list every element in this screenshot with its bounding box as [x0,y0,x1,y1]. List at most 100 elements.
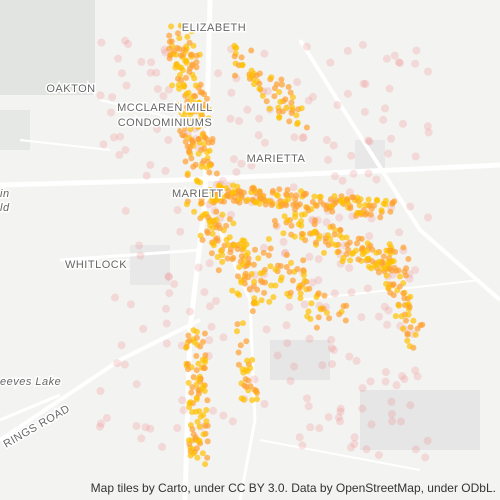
location-dot [376,258,383,265]
location-dot [384,149,393,158]
location-dot [168,23,175,30]
location-dot [302,42,311,51]
location-dot [164,136,173,144]
location-dot [390,281,397,288]
location-dot [292,196,299,203]
location-dot [260,400,269,408]
location-dot [174,44,181,51]
location-dot [272,266,279,273]
location-dot [400,375,409,384]
location-dot [337,227,344,234]
location-dot [380,253,387,260]
location-dot [336,407,345,416]
location-dot [210,240,217,247]
location-dot [344,196,350,203]
location-dot [196,99,203,106]
location-dot [308,92,317,101]
location-dot [164,273,173,282]
location-dot [199,237,206,243]
location-dot [323,206,330,212]
location-dot [290,362,299,371]
location-dot [107,108,115,117]
location-dot [292,206,298,213]
location-dot [193,52,200,59]
location-dot [347,443,355,452]
road [59,248,201,262]
location-dot [184,116,191,123]
location-dot [183,90,190,97]
location-dot [235,273,241,280]
location-dot [298,441,307,450]
location-dot [355,235,362,242]
park [0,110,30,150]
location-dot [204,397,211,404]
location-dot [202,101,209,108]
location-dot [305,252,314,261]
location-dot [250,261,257,268]
location-dot [201,211,208,218]
location-dot [308,300,315,307]
location-dot [181,125,188,132]
location-dot [350,440,359,448]
location-dot [243,105,252,114]
location-dot [159,92,168,101]
location-dot [355,210,362,217]
location-dot [209,406,218,415]
location-dot [137,434,146,443]
location-dot [244,250,251,256]
location-dot [122,81,131,90]
location-dot [276,186,283,193]
location-dot [262,279,269,286]
location-dot [203,418,210,425]
place-label: CONDOMINIUMS [118,117,213,129]
location-dot [385,84,394,93]
location-dot [296,201,303,208]
location-dot [108,93,117,102]
location-dot [300,267,307,274]
location-dot [336,417,344,426]
location-dot [195,136,202,142]
location-dot [303,394,311,403]
location-dot [283,339,292,348]
location-dot [397,273,403,280]
location-dot [173,206,182,215]
location-dot [219,211,226,218]
location-dot [404,337,411,344]
location-dot [256,80,263,87]
location-dot [407,293,414,300]
location-dot [197,179,204,186]
location-dot [287,289,294,296]
location-dot [335,248,342,255]
location-dot [188,155,195,162]
location-dot [110,133,118,142]
location-dot [255,255,262,262]
location-dot [405,311,412,318]
location-dot [365,196,372,203]
location-dot [375,269,382,276]
location-dot [247,383,254,390]
location-dot [199,450,206,457]
location-dot [300,257,307,264]
location-dot [213,197,220,204]
location-dot [294,266,301,272]
location-dot [189,384,196,391]
location-dot [202,121,209,128]
location-dot [388,417,397,426]
location-dot [207,322,216,331]
location-dot [412,331,419,338]
location-dot [339,258,346,265]
location-dot [206,302,214,311]
location-dot [242,376,249,383]
location-dot [194,263,203,272]
location-dot [247,161,256,170]
location-dot [197,190,204,197]
location-dot [177,22,184,29]
location-dot [238,192,245,198]
location-dot [293,112,300,119]
location-dot [208,250,215,257]
location-dot [183,104,190,111]
location-dot [251,278,258,285]
location-dot [249,356,256,363]
road [0,393,61,422]
